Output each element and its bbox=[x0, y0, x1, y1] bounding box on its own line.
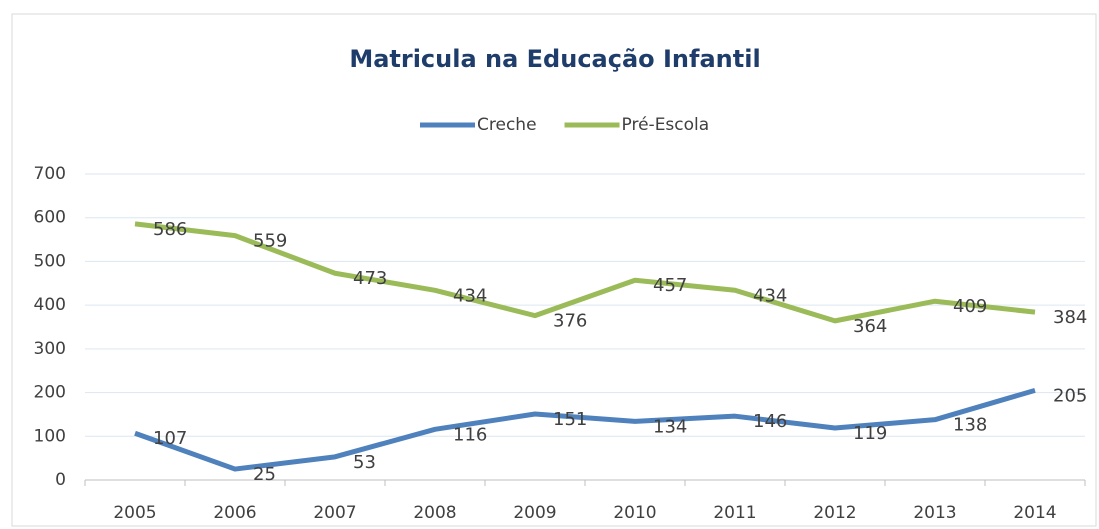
y-tick-label: 700 bbox=[34, 164, 66, 184]
data-label: 434 bbox=[753, 285, 787, 306]
data-label: 205 bbox=[1053, 385, 1087, 406]
x-tick-label: 2011 bbox=[713, 503, 756, 523]
x-tick-label: 2012 bbox=[813, 503, 856, 523]
data-label: 434 bbox=[453, 285, 487, 306]
data-label: 384 bbox=[1053, 307, 1087, 328]
x-tick-label: 2014 bbox=[1013, 503, 1056, 523]
data-label: 119 bbox=[853, 423, 887, 444]
data-label: 586 bbox=[153, 219, 187, 240]
x-tick-label: 2005 bbox=[113, 503, 156, 523]
y-tick-label: 400 bbox=[34, 295, 66, 315]
data-label: 559 bbox=[253, 231, 287, 252]
x-tick-label: 2008 bbox=[413, 503, 456, 523]
data-label: 134 bbox=[653, 416, 687, 437]
chart-frame bbox=[11, 13, 1097, 527]
data-label: 107 bbox=[153, 428, 187, 449]
data-label: 376 bbox=[553, 311, 587, 332]
data-label: 457 bbox=[653, 275, 687, 296]
y-tick-label: 0 bbox=[55, 470, 66, 490]
data-label: 25 bbox=[253, 464, 276, 485]
series-line bbox=[134, 387, 1036, 472]
legend-label: Pré-Escola bbox=[622, 115, 710, 135]
data-label: 364 bbox=[853, 316, 887, 337]
data-label: 116 bbox=[453, 424, 487, 445]
y-tick-label: 500 bbox=[34, 251, 66, 271]
data-label: 409 bbox=[953, 296, 987, 317]
data-label: 138 bbox=[953, 415, 987, 436]
chart-title: Matricula na Educação Infantil bbox=[349, 45, 760, 73]
x-tick-label: 2010 bbox=[613, 503, 656, 523]
y-tick-label: 100 bbox=[34, 426, 66, 446]
x-tick-label: 2009 bbox=[513, 503, 556, 523]
data-label: 151 bbox=[553, 409, 587, 430]
series-line bbox=[134, 221, 1036, 324]
legend-label: Creche bbox=[477, 115, 537, 135]
x-tick-label: 2006 bbox=[213, 503, 256, 523]
data-label: 146 bbox=[753, 411, 787, 432]
y-tick-label: 300 bbox=[34, 339, 66, 359]
data-label: 53 bbox=[353, 452, 376, 473]
y-tick-label: 600 bbox=[34, 208, 66, 228]
x-tick-label: 2007 bbox=[313, 503, 356, 523]
data-label: 473 bbox=[353, 268, 387, 289]
x-tick-label: 2013 bbox=[913, 503, 956, 523]
y-tick-label: 200 bbox=[34, 383, 66, 403]
